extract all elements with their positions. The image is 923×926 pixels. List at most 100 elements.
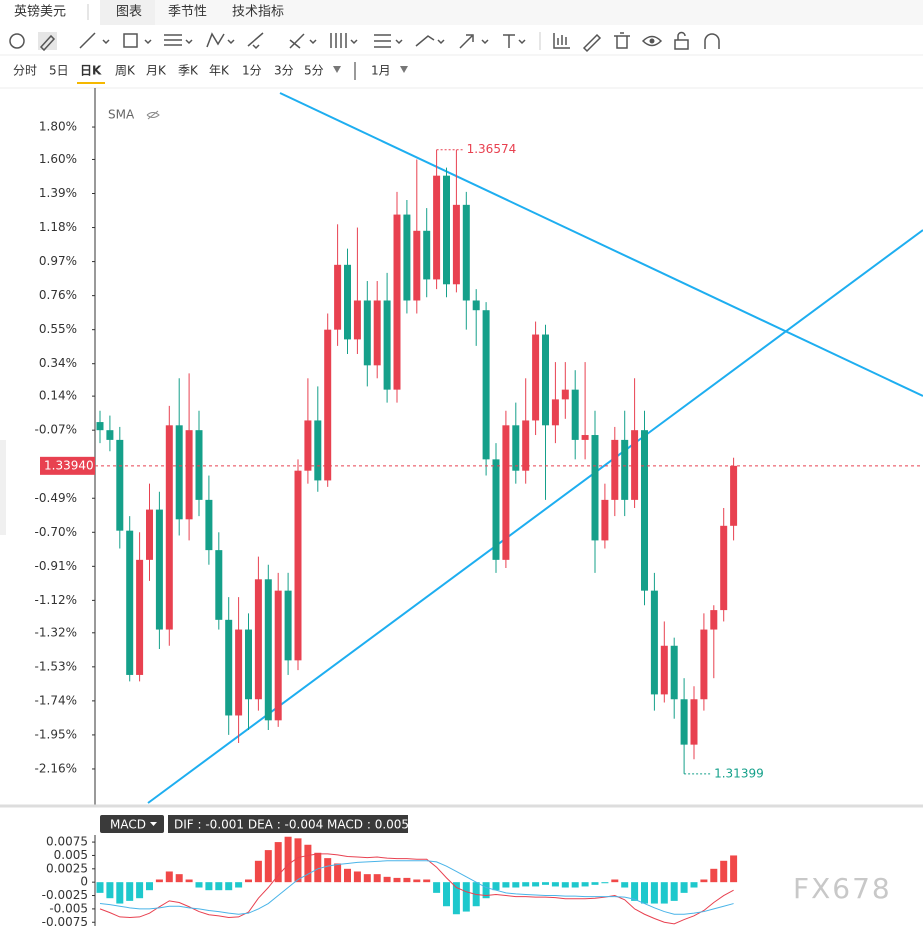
candle-body — [254, 579, 262, 700]
tool-icon[interactable] — [641, 35, 663, 47]
y-tick-label: -0.07% — [35, 423, 77, 437]
y-tick-label: 1.80% — [39, 120, 77, 134]
candle-body — [680, 699, 688, 745]
eye-icon[interactable] — [146, 110, 160, 120]
candle-body — [235, 629, 243, 716]
macd-bar — [482, 882, 490, 899]
period-option[interactable]: 1分 — [242, 64, 262, 78]
tab[interactable]: 技术指标 — [232, 5, 284, 20]
y-tick-label: -0.0075 — [42, 915, 88, 926]
readout-box — [168, 815, 408, 833]
candle-body — [542, 334, 549, 426]
macd-bar — [611, 879, 619, 883]
period-option[interactable]: 季K — [178, 64, 199, 78]
macd-bar — [591, 882, 599, 885]
macd-bar — [195, 882, 203, 888]
macd-selector-label[interactable]: MACD — [110, 818, 146, 832]
macd-line — [99, 853, 734, 925]
macd-bar — [106, 882, 114, 899]
candle-body — [611, 439, 619, 500]
annotation-label: 1.36574 — [467, 142, 517, 156]
macd-bar — [631, 882, 639, 901]
macd-bar — [225, 882, 233, 891]
candle-body — [591, 435, 599, 541]
macd-bar — [136, 882, 144, 899]
symbol-title: 英镑美元 — [14, 4, 66, 20]
tool-icon[interactable] — [164, 34, 193, 46]
tool-icon[interactable] — [614, 32, 630, 49]
y-tick-label: 0.0075 — [46, 835, 88, 849]
period-option[interactable]: 3分 — [274, 64, 294, 78]
candle-body — [631, 430, 639, 500]
macd-bar — [185, 879, 193, 883]
macd-bar — [304, 844, 312, 883]
dropdown-arrow[interactable] — [150, 822, 157, 826]
side-handle[interactable] — [0, 440, 6, 535]
period-option[interactable]: 日K — [80, 64, 102, 78]
candle-body — [581, 435, 589, 440]
dropdown-arrow[interactable] — [400, 66, 408, 73]
macd-bar — [403, 877, 411, 883]
period-option[interactable]: 5分 — [304, 64, 324, 78]
tool-icon[interactable] — [39, 34, 56, 52]
y-tick-label: 0.34% — [39, 356, 77, 370]
macd-bar — [393, 877, 401, 883]
tool-icon[interactable] — [415, 35, 445, 47]
macd-bar — [720, 860, 728, 883]
period-option[interactable]: 月K — [146, 64, 167, 78]
tool-icon[interactable] — [330, 33, 358, 48]
tool-icon[interactable] — [289, 33, 317, 49]
macd-bar — [363, 874, 371, 883]
macd-bar — [334, 863, 342, 883]
candle-body — [126, 530, 134, 675]
candle-body — [710, 610, 718, 630]
tool-icon[interactable] — [674, 31, 689, 50]
candle-body — [621, 439, 629, 500]
candle-body — [532, 334, 540, 421]
candle-body — [650, 590, 658, 695]
tool-icon[interactable] — [704, 33, 720, 49]
y-tick-label: -0.70% — [35, 525, 77, 539]
period-option[interactable]: 5日 — [49, 64, 69, 78]
candle-body — [502, 425, 510, 560]
y-tick-label: -1.12% — [35, 593, 77, 607]
tool-icon[interactable] — [144, 39, 152, 45]
tool-icon[interactable] — [582, 33, 602, 53]
tool-icon[interactable] — [123, 33, 138, 48]
macd-bar — [641, 882, 648, 904]
macd-bar — [245, 879, 252, 883]
period-option[interactable]: 分时 — [13, 64, 37, 78]
period-option[interactable]: 1月 — [371, 64, 391, 78]
y-tick-label: 1.39% — [39, 186, 77, 200]
candle-body — [284, 590, 292, 661]
y-tick-label: 0.55% — [39, 322, 77, 336]
period-option[interactable]: 周K — [115, 64, 136, 78]
candle-body — [136, 559, 144, 675]
tab[interactable]: 图表 — [116, 5, 142, 20]
period-option[interactable]: 年K — [209, 64, 230, 78]
candle-body — [215, 550, 223, 620]
tool-icon[interactable] — [79, 32, 110, 49]
macd-bar — [254, 860, 262, 883]
y-tick-label: 0.005 — [54, 848, 88, 862]
candle-body — [106, 430, 114, 440]
tool-icon[interactable] — [553, 33, 570, 49]
tool-icon[interactable] — [206, 32, 235, 48]
indicator-label: SMA — [108, 108, 135, 122]
macd-bar — [284, 836, 292, 883]
dropdown-arrow[interactable] — [333, 66, 341, 73]
tool-icon-dot — [649, 38, 655, 44]
candle-body — [413, 230, 421, 301]
tool-icon[interactable] — [247, 32, 264, 50]
macd-selector[interactable] — [100, 815, 164, 833]
candle-body — [373, 300, 381, 366]
tool-icon[interactable] — [374, 34, 403, 48]
tool-icon[interactable] — [459, 34, 489, 49]
tool-icon[interactable] — [503, 34, 526, 48]
macd-bar — [492, 882, 500, 891]
candle-body — [690, 699, 698, 745]
y-tick-label: 0 — [80, 875, 88, 889]
tab[interactable]: 季节性 — [168, 5, 207, 20]
candle-body — [423, 230, 431, 280]
tool-icon[interactable] — [9, 33, 25, 49]
